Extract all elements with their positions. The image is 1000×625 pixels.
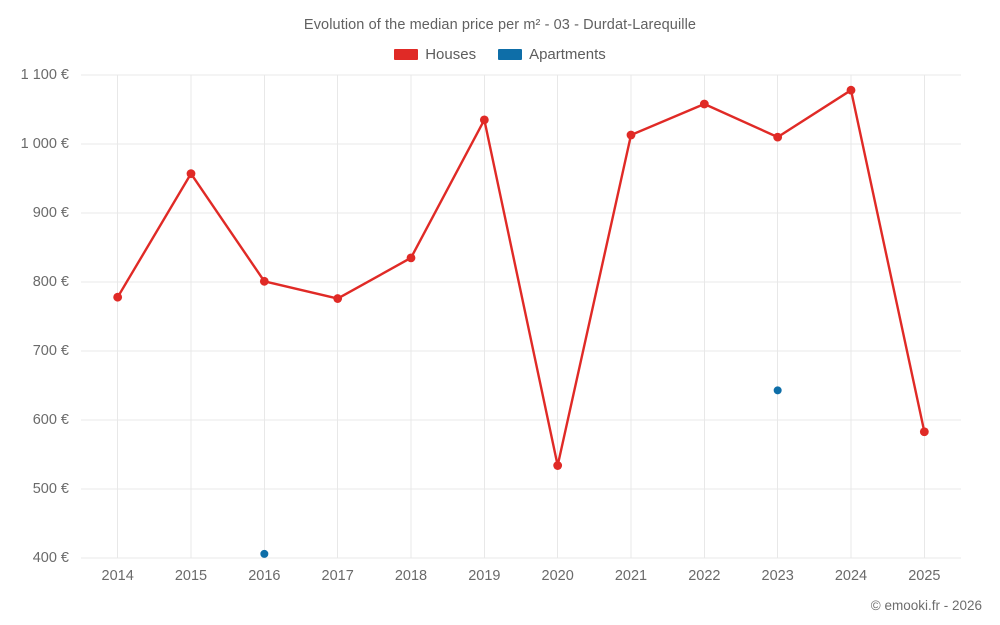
- data-point-houses-2020[interactable]: [553, 461, 563, 470]
- plot-area: [81, 74, 961, 559]
- x-axis-tick-label: 2024: [834, 568, 868, 584]
- data-point-houses-2017[interactable]: [333, 294, 343, 303]
- x-axis-tick-label: 2016: [248, 568, 281, 584]
- legend-label: Apartments: [529, 46, 606, 63]
- y-axis-tick-label: 700 €: [32, 343, 69, 359]
- data-point-houses-2022[interactable]: [699, 99, 709, 109]
- data-point-houses-2025[interactable]: [919, 427, 929, 437]
- y-axis-tick-label: 900 €: [32, 205, 69, 221]
- x-axis-tick-label: 2020: [541, 568, 574, 584]
- x-axis-tick-label: 2023: [761, 568, 794, 584]
- data-point-houses-2024[interactable]: [846, 85, 856, 95]
- legend-swatch-icon: [498, 49, 523, 60]
- x-axis-tick-label: 2015: [174, 568, 208, 584]
- data-point-houses-2023[interactable]: [773, 132, 783, 142]
- series-line-houses: [116, 88, 926, 467]
- data-point-apartments-2016[interactable]: [260, 549, 269, 558]
- chart-legend: Houses Apartments: [0, 46, 1000, 63]
- data-point-houses-2018[interactable]: [406, 253, 416, 263]
- y-axis-tick-label: 1 100 €: [20, 67, 69, 83]
- data-point-apartments-2023[interactable]: [773, 386, 782, 395]
- y-axis-tick-label: 800 €: [32, 274, 69, 290]
- legend-item-apartments[interactable]: Apartments: [498, 46, 606, 63]
- data-point-houses-2021[interactable]: [626, 130, 636, 140]
- x-axis-tick-label: 2019: [468, 568, 501, 584]
- chart-title: Evolution of the median price per m² - 0…: [303, 17, 697, 33]
- x-axis-tick-label: 2018: [394, 568, 428, 584]
- legend-swatch-icon: [394, 49, 419, 60]
- x-axis-tick-label: 2021: [614, 568, 648, 584]
- legend-label: Houses: [425, 46, 477, 63]
- x-axis-tick-label: 2022: [688, 568, 721, 584]
- x-axis-tick-label: 2017: [321, 568, 354, 584]
- data-point-houses-2014[interactable]: [113, 292, 123, 302]
- y-axis-tick-label: 600 €: [32, 412, 69, 428]
- data-point-houses-2016[interactable]: [259, 276, 269, 286]
- y-axis-tick-label: 500 €: [32, 481, 69, 497]
- x-axis-tick-label: 2025: [908, 568, 941, 584]
- y-axis-tick-label: 400 €: [32, 550, 69, 566]
- x-axis-tick-label: 2014: [101, 568, 134, 584]
- y-axis-tick-label: 1 000 €: [20, 136, 69, 152]
- chart-plot-svg: [81, 74, 961, 559]
- credit-footer: © emooki.fr - 2026: [870, 598, 982, 613]
- data-point-houses-2019[interactable]: [479, 115, 489, 125]
- data-point-houses-2015[interactable]: [186, 169, 196, 179]
- legend-item-houses[interactable]: Houses: [394, 46, 476, 63]
